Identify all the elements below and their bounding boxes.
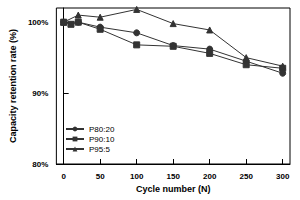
svg-text:300: 300	[276, 172, 290, 181]
svg-text:150: 150	[167, 172, 181, 181]
svg-text:P80:20: P80:20	[89, 125, 115, 134]
svg-text:P95:5: P95:5	[89, 145, 110, 154]
svg-text:100%: 100%	[28, 18, 48, 27]
svg-text:90%: 90%	[32, 89, 48, 98]
svg-text:100: 100	[130, 172, 144, 181]
svg-text:200: 200	[203, 172, 217, 181]
svg-text:P90:10: P90:10	[89, 135, 115, 144]
svg-text:0: 0	[61, 172, 66, 181]
svg-text:Capacity retention rate (%): Capacity retention rate (%)	[8, 29, 18, 143]
svg-text:250: 250	[240, 172, 254, 181]
svg-text:80%: 80%	[32, 160, 48, 169]
svg-text:Cycle number (N): Cycle number (N)	[136, 184, 211, 194]
svg-text:50: 50	[96, 172, 105, 181]
